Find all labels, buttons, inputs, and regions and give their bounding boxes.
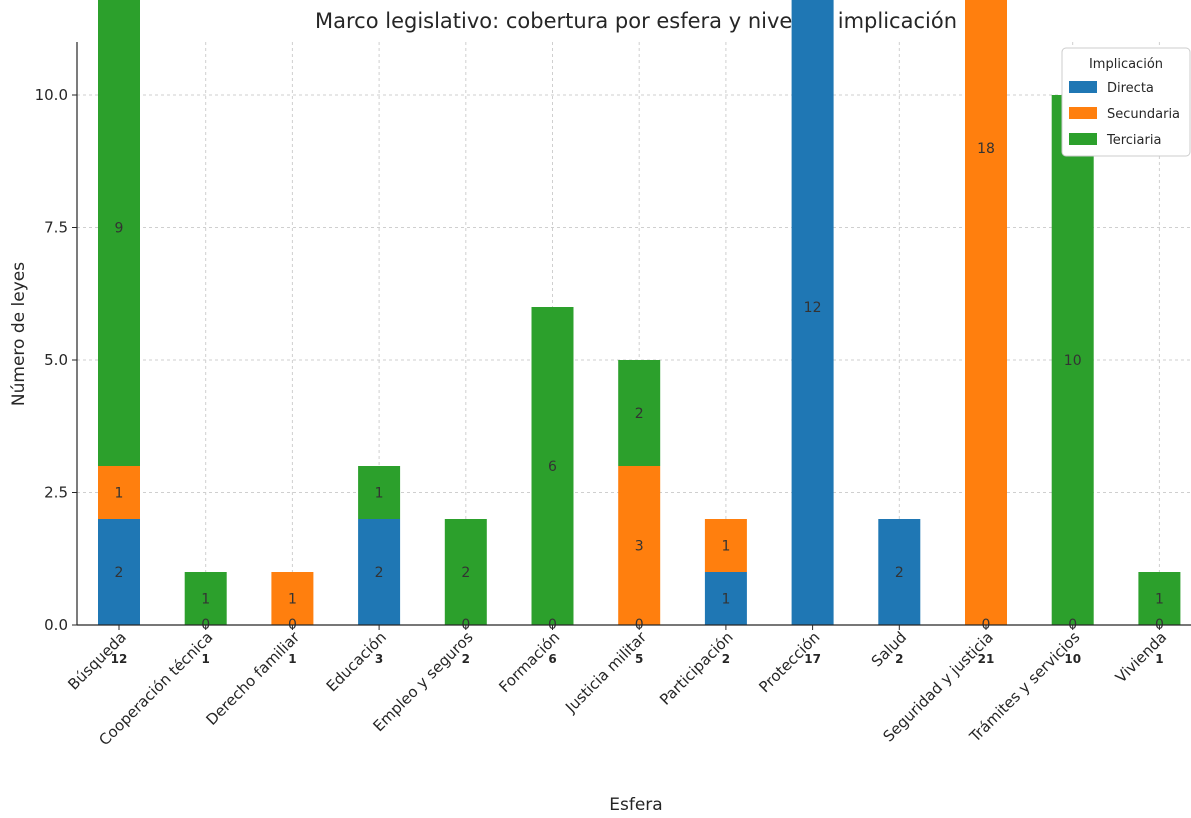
- bar-segment: [444, 519, 487, 625]
- legend-label-secundaria: Secundaria: [1107, 107, 1180, 122]
- segment-value-label: 1: [115, 486, 124, 502]
- bar-segment: [1138, 572, 1181, 625]
- bar-segment: [358, 519, 401, 625]
- x-axis-label: Esfera: [609, 795, 662, 815]
- bar-segment: [358, 466, 401, 519]
- segment-value-label: 18: [977, 141, 995, 157]
- bar-segment: [1051, 95, 1094, 625]
- legend: Implicación Directa Secundaria Terciaria: [1061, 47, 1191, 157]
- segment-value-label: 9: [115, 221, 124, 237]
- y-tick-label: 2.5: [44, 484, 68, 502]
- total-label: 6: [548, 652, 556, 666]
- legend-box: [1061, 47, 1191, 157]
- y-axis-label: Número de leyes: [9, 262, 29, 406]
- segment-value-label: 2: [375, 565, 384, 581]
- segment-value-label: 1: [721, 539, 730, 555]
- total-label: 1: [288, 652, 296, 666]
- segment-value-label: 1: [721, 592, 730, 608]
- legend-label-directa: Directa: [1107, 81, 1154, 96]
- segment-value-label: 12: [804, 300, 822, 316]
- bar-segment: [184, 572, 227, 625]
- segment-value-label: 1: [288, 592, 297, 608]
- segment-value-label: 2: [461, 565, 470, 581]
- legend-swatch-secundaria: [1069, 107, 1097, 119]
- total-label: 17: [804, 652, 821, 666]
- bar-segment: [98, 466, 140, 519]
- segment-value-label: 2: [895, 565, 904, 581]
- legend-title: Implicación: [1089, 57, 1163, 72]
- bar-segment: [531, 307, 574, 625]
- total-label: 5: [635, 652, 643, 666]
- y-tick-label: 7.5: [44, 219, 68, 237]
- bar-segment: [271, 572, 314, 625]
- legend-swatch-terciaria: [1069, 133, 1097, 145]
- total-label: 2: [895, 652, 903, 666]
- bar-segment: [618, 360, 661, 466]
- segment-value-label: 10: [1064, 353, 1082, 369]
- segment-value-label: 1: [201, 592, 210, 608]
- bar-segment: [878, 519, 921, 625]
- bar-segment: [618, 466, 661, 625]
- bar-segment: [791, 0, 834, 625]
- total-label: 10: [1064, 652, 1081, 666]
- y-ticks: 0.02.55.07.510.012.515.017.520.0: [35, 86, 77, 634]
- total-label: 2: [722, 652, 730, 666]
- total-label: 12: [111, 652, 128, 666]
- segment-value-label: 3: [635, 539, 644, 555]
- y-tick-label: 5.0: [44, 351, 68, 369]
- y-tick-label: 10.0: [35, 86, 68, 104]
- total-label: 2: [462, 652, 470, 666]
- category-label: Justicia militar: [561, 628, 650, 717]
- legend-swatch-directa: [1069, 81, 1097, 93]
- total-label: 3: [375, 652, 383, 666]
- segment-value-label: 1: [375, 486, 384, 502]
- y-tick-label: 0.0: [44, 616, 68, 634]
- category-label: Participación: [656, 628, 737, 709]
- segment-value-label: 2: [635, 406, 644, 422]
- bar-segment: [704, 572, 747, 625]
- total-label: 1: [202, 652, 210, 666]
- bar-segment: [965, 0, 1007, 625]
- chart-title: Marco legislativo: cobertura por esfera …: [315, 9, 957, 33]
- total-label: 1: [1155, 652, 1163, 666]
- segment-value-label: 2: [115, 565, 124, 581]
- bars: [98, 0, 1181, 625]
- total-label: 21: [978, 652, 995, 666]
- bar-segment: [98, 0, 140, 466]
- category-label: Derecho familiar: [202, 628, 303, 729]
- legend-label-terciaria: Terciaria: [1106, 133, 1161, 148]
- segment-value-label: 1: [1155, 592, 1164, 608]
- category-label: Salud: [868, 628, 910, 670]
- segment-value-label: 6: [548, 459, 557, 475]
- bar-segment: [98, 519, 140, 625]
- bar-segment: [704, 519, 747, 572]
